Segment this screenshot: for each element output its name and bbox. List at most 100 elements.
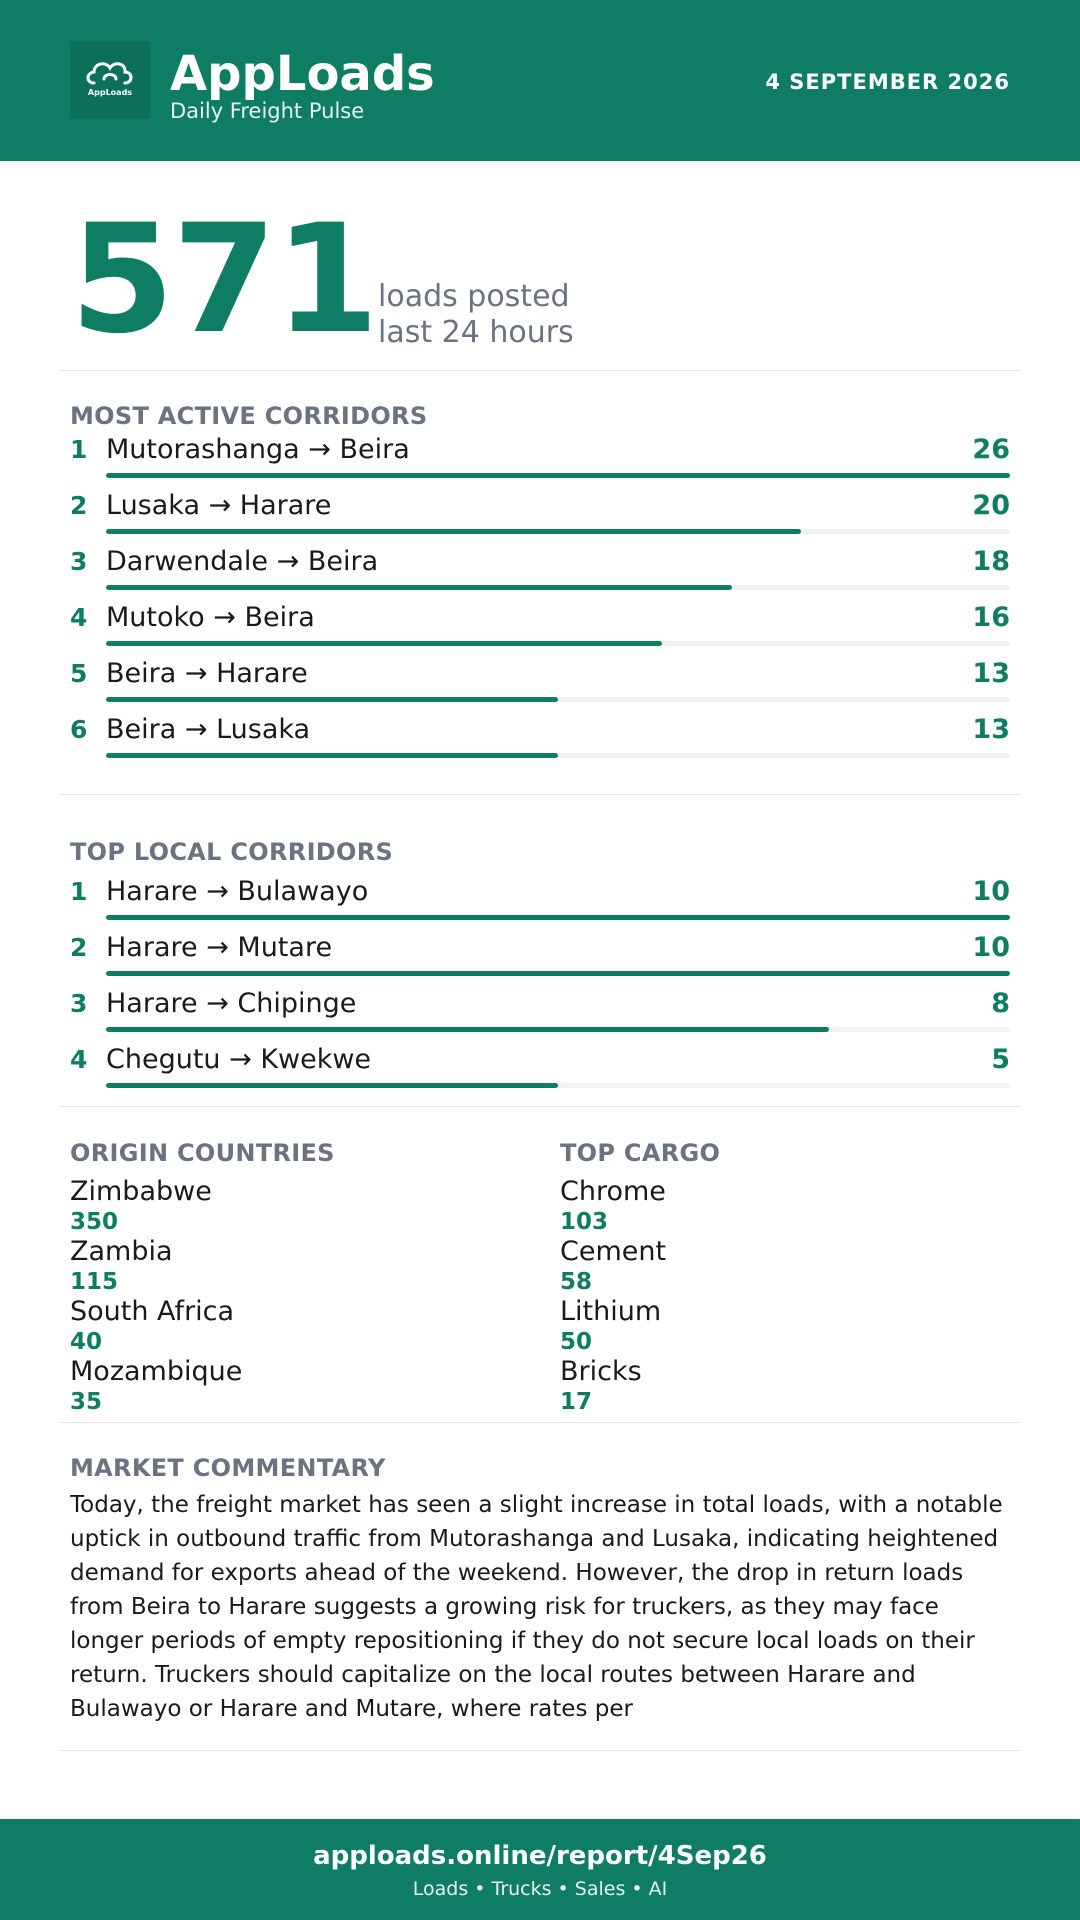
corridor-row: 4 Chegutu → Kwekwe 5 [70, 1043, 1010, 1099]
corridor-bar-fill [106, 473, 1010, 478]
header-bar: AppLoads AppLoads Daily Freight Pulse 4 … [0, 0, 1080, 161]
corridor-row: 4 Mutoko → Beira 16 [70, 601, 1010, 657]
corridor-bar-fill [106, 915, 1010, 920]
divider [60, 794, 1020, 795]
corridor-bar-track [106, 697, 1010, 702]
local-corridors-title: TOP LOCAL CORRIDORS [70, 838, 394, 866]
corridor-count: 5 [991, 1044, 1010, 1075]
stat-value: 35 [70, 1389, 103, 1415]
corridor-row: 2 Harare → Mutare 10 [70, 931, 1010, 987]
corridor-bar-fill [106, 697, 558, 702]
stat-name: Chrome [560, 1176, 666, 1207]
app-subtitle: Daily Freight Pulse [170, 99, 365, 123]
corridor-rank: 2 [70, 933, 88, 962]
stat-item: Bricks 17 [560, 1356, 980, 1416]
corridor-count: 20 [972, 490, 1010, 521]
stat-item: Chrome 103 [560, 1176, 980, 1236]
corridor-route: Beira → Harare [106, 658, 308, 689]
stat-value: 103 [560, 1209, 609, 1235]
stat-name: Bricks [560, 1356, 642, 1387]
stat-item: Mozambique 35 [70, 1356, 490, 1416]
corridor-row: 5 Beira → Harare 13 [70, 657, 1010, 713]
corridor-rank: 1 [70, 435, 88, 464]
corridor-rank: 3 [70, 989, 88, 1018]
stat-value: 50 [560, 1329, 593, 1355]
corridor-rank: 3 [70, 547, 88, 576]
corridor-count: 10 [972, 876, 1010, 907]
stat-value: 58 [560, 1269, 593, 1295]
corridor-row: 2 Lusaka → Harare 20 [70, 489, 1010, 545]
corridor-bar-track [106, 753, 1010, 758]
corridor-rank: 5 [70, 659, 88, 688]
app-logo[interactable]: AppLoads [70, 41, 150, 119]
corridor-bar-fill [106, 641, 662, 646]
stat-name: Lithium [560, 1296, 662, 1327]
corridor-row: 1 Harare → Bulawayo 10 [70, 875, 1010, 931]
corridor-rank: 6 [70, 715, 88, 744]
corridor-route: Harare → Chipinge [106, 988, 357, 1019]
corridor-bar-track [106, 641, 1010, 646]
stat-value: 350 [70, 1209, 119, 1235]
corridor-row: 6 Beira → Lusaka 13 [70, 713, 1010, 769]
divider [60, 1750, 1020, 1751]
corridor-route: Harare → Bulawayo [106, 876, 369, 907]
top-cargo-title: TOP CARGO [560, 1139, 721, 1167]
divider [60, 1106, 1020, 1107]
corridor-route: Mutorashanga → Beira [106, 434, 410, 465]
corridor-row: 3 Harare → Chipinge 8 [70, 987, 1010, 1043]
corridor-count: 10 [972, 932, 1010, 963]
corridor-bar-track [106, 1027, 1010, 1032]
divider [60, 1422, 1020, 1423]
stat-item: Zimbabwe 350 [70, 1176, 490, 1236]
corridor-count: 13 [972, 658, 1010, 689]
market-commentary-title: MARKET COMMENTARY [70, 1454, 386, 1482]
stat-name: Mozambique [70, 1356, 243, 1387]
stat-value: 115 [70, 1269, 119, 1295]
corridor-route: Lusaka → Harare [106, 490, 332, 521]
stat-item: Lithium 50 [560, 1296, 980, 1356]
logo-text-loads: Loads [105, 88, 133, 97]
corridor-route: Harare → Mutare [106, 932, 333, 963]
corridor-bar-track [106, 915, 1010, 920]
divider [60, 370, 1020, 371]
stat-value: 40 [70, 1329, 103, 1355]
corridor-rank: 2 [70, 491, 88, 520]
report-date: 4 SEPTEMBER 2026 [765, 70, 1010, 94]
app-name: AppLoads [170, 46, 435, 102]
corridor-bar-fill [106, 1083, 558, 1088]
footer-bar: apploads.online/report/4Sep26 Loads • Tr… [0, 1819, 1080, 1920]
corridor-rank: 4 [70, 1045, 88, 1074]
stat-name: South Africa [70, 1296, 235, 1327]
total-loads-label-line1: loads posted [378, 279, 570, 314]
corridor-bar-track [106, 585, 1010, 590]
stat-name: Zambia [70, 1236, 173, 1267]
active-corridors-title: MOST ACTIVE CORRIDORS [70, 402, 428, 430]
report-link[interactable]: apploads.online/report/4Sep26 [313, 1841, 767, 1871]
corridor-row: 3 Darwendale → Beira 18 [70, 545, 1010, 601]
corridor-bar-fill [106, 971, 1010, 976]
corridor-count: 13 [972, 714, 1010, 745]
total-loads-value: 571 [70, 193, 379, 367]
corridor-rank: 1 [70, 877, 88, 906]
stat-name: Zimbabwe [70, 1176, 212, 1207]
corridor-bar-track [106, 529, 1010, 534]
corridor-count: 26 [972, 434, 1010, 465]
total-loads-label-line2: last 24 hours [378, 315, 574, 350]
corridor-bar-fill [106, 1027, 829, 1032]
stat-name: Cement [560, 1236, 667, 1267]
logo-text-app: App [87, 88, 106, 97]
footer-tagline: Loads • Trucks • Sales • AI [412, 1878, 668, 1900]
total-loads-label: loads posted last 24 hours [378, 279, 574, 351]
corridor-count: 8 [991, 988, 1010, 1019]
corridor-bar-track [106, 971, 1010, 976]
market-commentary-text: Today, the freight market has seen a sli… [70, 1492, 1003, 1722]
cloud-icon [86, 62, 133, 85]
corridor-bar-fill [106, 529, 801, 534]
stat-value: 17 [560, 1389, 593, 1415]
corridor-bar-track [106, 1083, 1010, 1088]
corridor-count: 16 [972, 602, 1010, 633]
corridor-bar-track [106, 473, 1010, 478]
logo-wordmark: AppLoads [70, 88, 150, 97]
stat-item: South Africa 40 [70, 1296, 490, 1356]
origin-countries-title: ORIGIN COUNTRIES [70, 1139, 335, 1167]
